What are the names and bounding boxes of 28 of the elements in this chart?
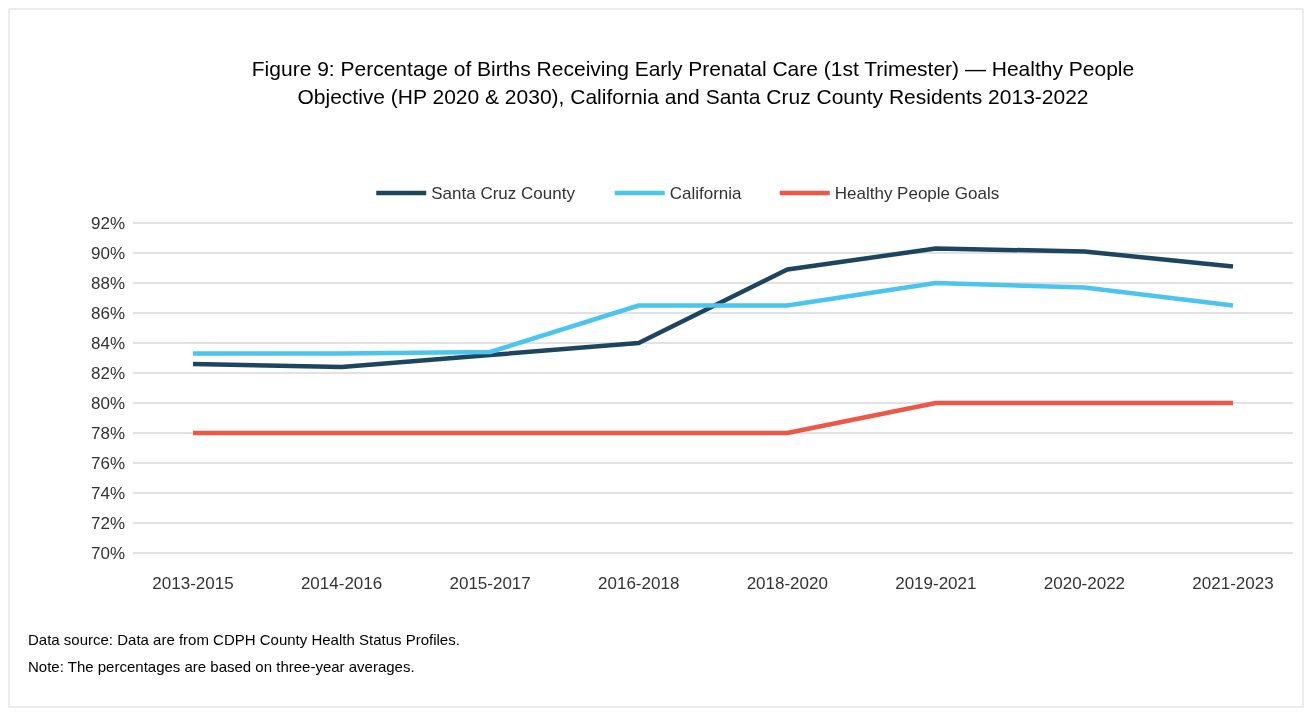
x-tick-label: 2016-2018 bbox=[598, 574, 680, 593]
line-series bbox=[190, 246, 1236, 370]
source-note: Data source: Data are from CDPH County Health Status Profiles. bbox=[28, 631, 460, 648]
y-tick-label: 70% bbox=[90, 543, 125, 563]
x-tick-label: 2014-2016 bbox=[300, 574, 383, 593]
line-series bbox=[190, 280, 1236, 356]
text: Note: The percentages are based on three-year averages. bbox=[28, 658, 415, 675]
legend-label: California bbox=[669, 183, 743, 203]
chart-title: Figure 9: Percentage of Births Receiving Early Prenatal Care (1st Trimester) — Healthy People Objective (HP 2020 & 2030), California and Santa Cruz County Residents 2013-2022 bbox=[251, 57, 1135, 108]
y-tick-label: 80% bbox=[90, 393, 125, 413]
y-tick-label: 90% bbox=[90, 243, 125, 263]
y-tick-label: 86% bbox=[90, 303, 125, 323]
y-tick-label: 78% bbox=[90, 423, 125, 443]
x-tick-label: 2015-2017 bbox=[449, 574, 531, 593]
y-tick-label: 84% bbox=[90, 333, 125, 353]
y-tick-label: 88% bbox=[90, 273, 125, 293]
x-tick-label: 2018-2020 bbox=[746, 574, 828, 593]
y-tick-label: 76% bbox=[90, 453, 125, 473]
x-tick-label: 2021-2023 bbox=[1192, 574, 1274, 593]
legend-label: Healthy People Goals bbox=[834, 183, 1000, 203]
x-tick-label: 2013-2015 bbox=[152, 574, 234, 593]
y-tick-label: 74% bbox=[90, 483, 125, 503]
y-tick-label: 72% bbox=[90, 513, 125, 533]
y-tick-label: 82% bbox=[90, 363, 125, 383]
x-tick-label: 2019-2021 bbox=[895, 574, 977, 593]
legend-label: Santa Cruz County bbox=[431, 183, 576, 203]
x-tick-label: 2020-2022 bbox=[1043, 574, 1126, 593]
y-tick-label: 92% bbox=[90, 213, 125, 233]
